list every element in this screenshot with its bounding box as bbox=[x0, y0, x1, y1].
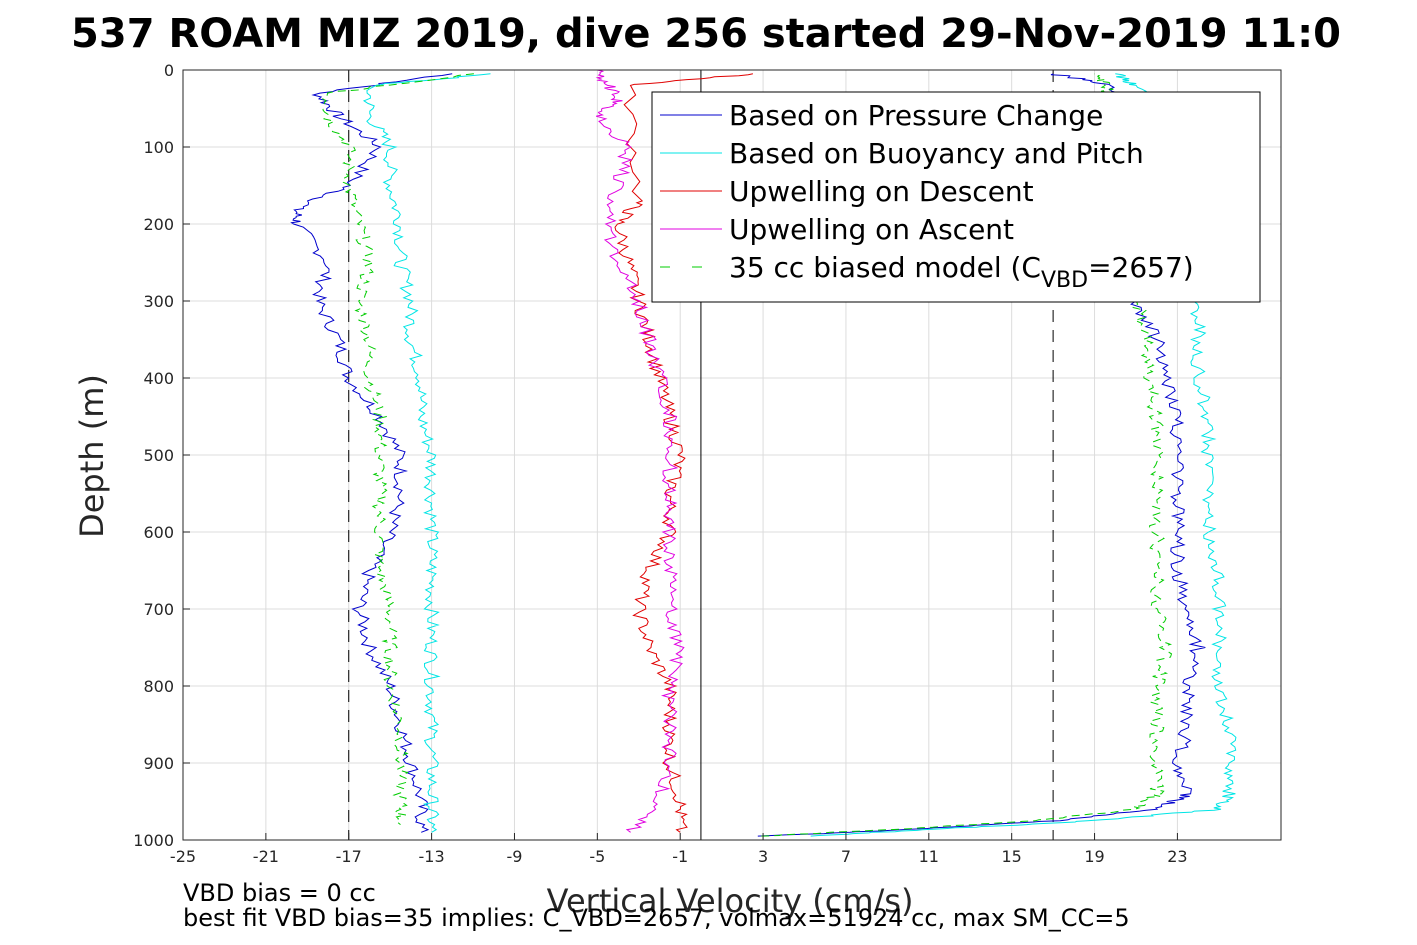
x-tick-label-0: -25 bbox=[170, 847, 196, 866]
footer-bias-text: VBD bias = 0 cc bbox=[183, 879, 376, 907]
x-tick-label-1: -21 bbox=[253, 847, 279, 866]
legend: Based on Pressure Change Based on Buoyanc… bbox=[651, 91, 1261, 303]
x-axis-label: Vertical Velocity (cm/s) bbox=[547, 882, 914, 920]
y-axis-label: Depth (m) bbox=[73, 374, 111, 538]
x-tick-label-11: 19 bbox=[1084, 847, 1104, 866]
y-tick-label-0: 0 bbox=[164, 61, 174, 80]
series-line-7 bbox=[761, 73, 1173, 837]
x-tick-label-5: -5 bbox=[589, 847, 605, 866]
y-tick-label-10: 1000 bbox=[133, 831, 174, 850]
x-tick-label-4: -9 bbox=[506, 847, 522, 866]
legend-label-0: Based on Pressure Change bbox=[729, 99, 1103, 132]
legend-label-1: Based on Buoyancy and Pitch bbox=[729, 137, 1144, 170]
x-tick-label-9: 11 bbox=[919, 847, 939, 866]
x-tick-label-12: 23 bbox=[1167, 847, 1187, 866]
series-line-3 bbox=[614, 73, 754, 833]
y-tick-label-9: 900 bbox=[143, 754, 174, 773]
x-tick-label-7: 3 bbox=[758, 847, 768, 866]
x-tick-label-6: -1 bbox=[672, 847, 688, 866]
y-tick-label-4: 400 bbox=[143, 369, 174, 388]
y-tick-label-6: 600 bbox=[143, 523, 174, 542]
series-line-2 bbox=[321, 73, 474, 825]
y-tick-label-3: 300 bbox=[143, 292, 174, 311]
y-axis-ticks: 0 100 200 300 400 500 600 700 800 900 1000 bbox=[133, 61, 190, 850]
y-tick-label-1: 100 bbox=[143, 138, 174, 157]
y-tick-label-7: 700 bbox=[143, 600, 174, 619]
x-tick-label-8: 7 bbox=[841, 847, 851, 866]
series-line-0 bbox=[290, 73, 453, 833]
x-tick-label-2: -17 bbox=[336, 847, 362, 866]
series-line-4 bbox=[595, 69, 685, 833]
legend-box bbox=[651, 91, 1261, 303]
legend-label-3: Upwelling on Ascent bbox=[729, 213, 1014, 246]
y-tick-label-2: 200 bbox=[143, 215, 174, 234]
legend-label-2: Upwelling on Descent bbox=[729, 175, 1034, 208]
legend-label-4: 35 cc biased model (CVBD=2657) bbox=[729, 251, 1194, 293]
y-tick-label-8: 800 bbox=[143, 677, 174, 696]
x-tick-label-10: 15 bbox=[1001, 847, 1021, 866]
chart-title: 537 ROAM MIZ 2019, dive 256 started 29-N… bbox=[71, 11, 1341, 57]
series-line-1 bbox=[362, 73, 491, 833]
x-axis-ticks: -25 -21 -17 -13 -9 -5 -1 3 7 11 15 19 23 bbox=[170, 833, 1188, 866]
x-tick-label-3: -13 bbox=[419, 847, 445, 866]
y-tick-label-5: 500 bbox=[143, 446, 174, 465]
footer-fit-text: best fit VBD bias=35 implies: C_VBD=2657… bbox=[183, 904, 1130, 932]
